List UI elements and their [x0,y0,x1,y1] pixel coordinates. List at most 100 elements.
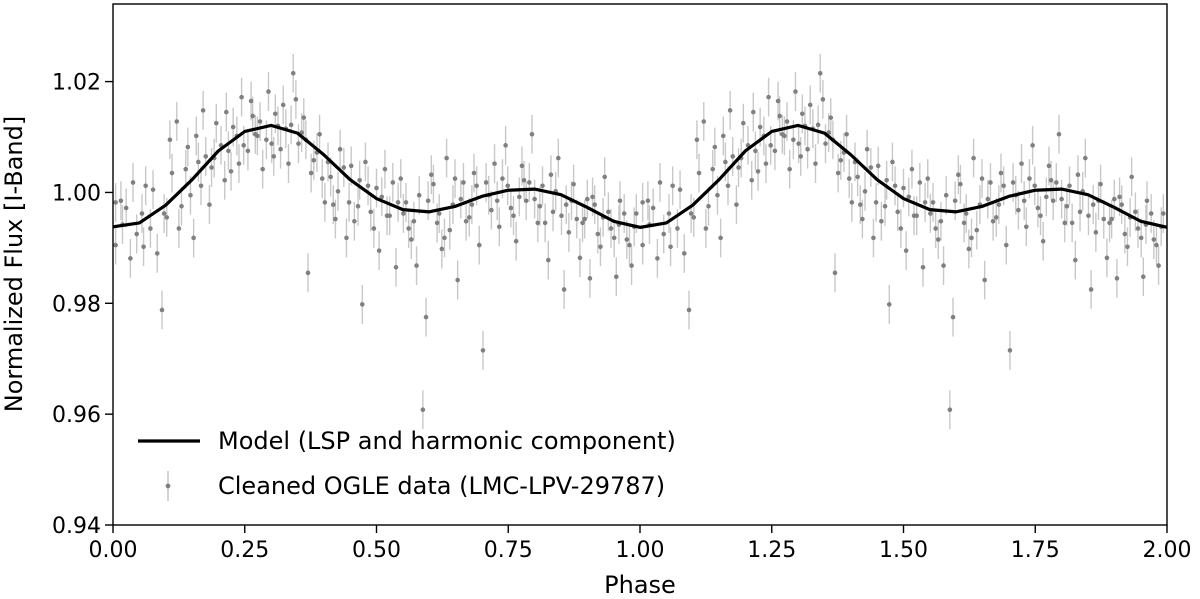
data-point [1064,204,1070,209]
data-point [777,113,782,119]
data-point [920,264,926,270]
data-point [411,218,417,224]
data-point [1109,216,1114,222]
data-point [640,242,645,248]
data-point [542,220,548,226]
data-point [1023,224,1029,230]
data-point [587,276,593,281]
data-point [998,170,1004,176]
data-point [474,183,479,189]
y-tick-label: 1.02 [52,71,101,96]
data-point [793,89,798,94]
data-point [532,196,537,202]
data-point [956,172,961,178]
data-point [1001,183,1006,189]
data-point [1101,216,1107,222]
data-point [434,220,440,226]
data-point [139,211,145,216]
data-point [236,161,242,166]
data-point [629,263,634,268]
data-point [844,131,849,137]
data-point [416,192,422,198]
data-point [753,148,758,154]
data-point [546,257,551,263]
data-point [645,198,651,204]
data-point [577,255,583,261]
data-point [617,198,623,204]
data-point [489,207,494,213]
y-axis-label: Normalized Flux [I-Band] [0,116,28,412]
x-axis-label: Phase [604,571,676,599]
data-point [928,211,933,216]
data-point [1119,202,1124,207]
data-point [556,155,561,161]
data-point [113,200,118,205]
legend-data-label: Cleaned OGLE data (LMC-LPV-29787) [218,472,665,500]
data-point [423,314,429,320]
data-point [1007,348,1013,353]
points-layer [113,70,1166,413]
data-point [271,154,277,159]
data-point [1010,180,1016,185]
data-point [715,192,720,198]
data-point [917,180,923,185]
data-point [657,180,663,185]
legend-data-marker [165,483,171,489]
data-point [710,166,716,172]
data-point [444,155,449,161]
data-point [198,183,204,189]
data-point [613,274,619,279]
data-point [452,176,458,181]
data-point [947,407,953,413]
x-tick-label: 1.25 [747,538,796,563]
data-point [288,122,294,128]
data-point [1046,163,1052,169]
y-axis-ticks: 0.94 0.96 0.98 1.00 1.02 [52,71,113,539]
data-point [264,137,269,143]
data-point [634,211,639,216]
data-point [598,244,603,250]
data-point [755,169,761,174]
data-point [787,166,792,172]
data-point [775,98,781,104]
data-point [925,176,931,181]
data-point [280,102,286,108]
data-point [670,183,675,189]
data-point [703,226,709,231]
data-point [379,194,385,200]
data-point [174,119,180,124]
data-point [535,220,541,226]
data-point [563,202,569,207]
data-point [469,202,475,207]
data-point [508,205,514,211]
data-point [513,238,519,244]
data-point [749,177,755,183]
data-point [611,235,617,241]
y-tick-label: 0.96 [52,403,101,428]
data-point [974,227,980,233]
data-point [492,161,497,166]
data-point [278,146,283,152]
data-point [1112,196,1117,202]
data-point [661,231,667,237]
data-point [548,172,554,178]
data-point [650,205,656,211]
data-point [922,200,928,205]
data-point [832,270,838,276]
data-point [1156,263,1161,268]
data-point [461,180,466,185]
y-tick-label: 1.00 [52,181,101,206]
data-point [860,216,865,222]
data-point [319,176,325,181]
data-point [933,226,938,231]
data-point [1138,235,1144,241]
data-point [169,170,175,176]
data-point [154,251,160,256]
data-point [401,211,406,216]
data-point [269,141,274,146]
data-point [736,165,741,170]
data-point [784,119,790,124]
data-point [993,215,999,220]
data-point [382,166,388,172]
data-point [892,183,898,189]
